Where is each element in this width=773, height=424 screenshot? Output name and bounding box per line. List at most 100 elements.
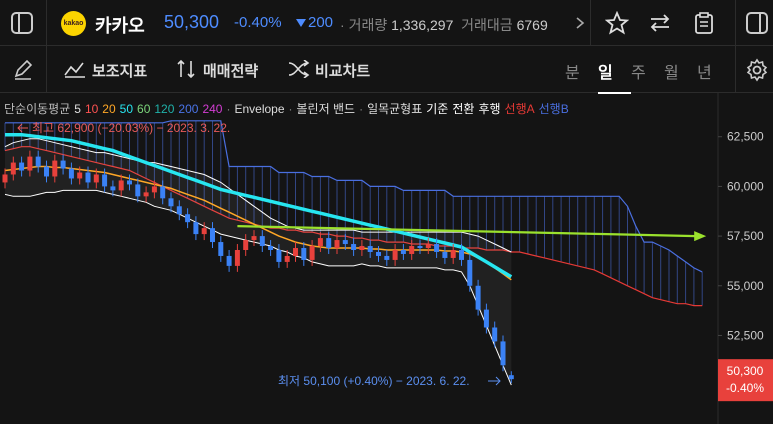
draw-icon[interactable] [12, 58, 34, 80]
compare-icon[interactable] [288, 60, 310, 78]
candle-body [68, 168, 74, 179]
candle-body [276, 250, 282, 262]
volume-label: 거래량 [348, 17, 388, 33]
candle-body [160, 186, 166, 199]
volume: 1,336,297 [391, 17, 454, 33]
candle-body [351, 244, 357, 250]
volume-info: · 거래량 1,336,297 거래대금 6769 [340, 17, 548, 33]
indicator-icon[interactable] [64, 60, 86, 78]
settings-icon[interactable] [745, 58, 769, 82]
tool-button[interactable]: 보조지표 [92, 63, 148, 80]
swap-icon[interactable] [648, 11, 672, 35]
candle-body [284, 255, 290, 262]
bollinger-upper [4, 138, 512, 253]
candle-body [400, 250, 406, 254]
stock-name: 카카오 [95, 16, 145, 36]
candle-body [2, 174, 8, 183]
period-tab[interactable]: 년 [697, 65, 712, 82]
legend-entry: 선행B [538, 102, 569, 116]
sidebar-icon[interactable] [10, 11, 34, 35]
candle-body [193, 222, 199, 235]
legend-entry: 전환 [452, 102, 475, 116]
high-label: 최고 62,900 (−20.03%) − 2023. 3. 22. [32, 121, 230, 135]
bollinger-lower [4, 189, 512, 386]
candle-body [44, 166, 49, 177]
legend-entry: 선행A [504, 102, 535, 116]
period-tab[interactable]: 일 [598, 59, 631, 94]
y-tick-label: 57,500 [727, 229, 764, 243]
candle-body [93, 174, 99, 183]
candle-body [27, 156, 33, 171]
trend-arrow [694, 231, 707, 242]
legend-entry: 50 [119, 102, 134, 116]
price-chart: 최고 62,900 (−20.03%) − 2023. 3. 22. 최저 50,… [2, 93, 773, 424]
candle-body [500, 341, 506, 366]
candle-body [342, 240, 348, 245]
candle-body [334, 240, 340, 249]
candle-body [259, 236, 265, 247]
tool-button[interactable]: 매매전략 [203, 63, 259, 80]
separator: · [226, 102, 231, 116]
more-icon[interactable] [575, 16, 585, 30]
candle-body [102, 174, 108, 187]
candle-body [475, 285, 481, 310]
candle-body [201, 228, 207, 235]
legend-entry: 20 [102, 102, 116, 116]
candle-body [293, 248, 298, 256]
candle-body [176, 206, 182, 215]
last-price-change: -0.40% [726, 381, 764, 395]
candle-body [143, 192, 149, 197]
candle-body [434, 244, 440, 252]
period-tab[interactable]: 주 [631, 65, 646, 82]
candle-body [317, 238, 323, 247]
y-tick-label: 62,500 [727, 130, 764, 144]
logo: kakao [61, 11, 86, 36]
candle-body [52, 160, 58, 177]
price: 50,300 [164, 12, 220, 32]
candle-body [234, 250, 240, 266]
legend-entry: 120 [154, 102, 175, 116]
trend-line [237, 225, 697, 238]
candle-body [135, 184, 141, 197]
candle-body [425, 244, 431, 249]
period-tab[interactable]: 월 [664, 65, 679, 82]
down-arrow [296, 19, 306, 27]
candle-body [127, 180, 132, 185]
candle-body [384, 255, 390, 260]
last-price-box [718, 359, 773, 402]
low-label: 최저 50,100 (+0.40%) − 2023. 6. 22. [278, 374, 470, 388]
legend-entry: 5 [74, 102, 81, 116]
legend-entry: 60 [137, 102, 151, 116]
star-icon[interactable] [605, 11, 629, 35]
candle-body [483, 309, 489, 328]
period-tab[interactable]: 분 [565, 65, 580, 82]
tool-button[interactable]: 비교차트 [315, 63, 371, 80]
plot: 최고 62,900 (−20.03%) − 2023. 3. 22. 최저 50,… [2, 120, 707, 388]
strategy-icon[interactable] [176, 59, 198, 79]
candle-body [450, 250, 456, 258]
change-pct: -0.40% [234, 14, 282, 31]
candle-body [226, 255, 232, 266]
legend-entry: 240 [202, 102, 223, 116]
candle-body [218, 242, 224, 256]
candle-body [367, 246, 373, 252]
memo-icon[interactable] [692, 11, 716, 35]
candle-body [118, 180, 124, 191]
panel-icon[interactable] [745, 11, 769, 35]
candle-body [60, 160, 66, 169]
candle-body [508, 375, 514, 380]
amount: 6769 [516, 17, 548, 33]
candle-body [409, 246, 415, 254]
candle-body [243, 240, 249, 250]
candle-body [459, 250, 464, 260]
candle-body [326, 238, 332, 249]
candle-body [376, 251, 381, 256]
candle-body [251, 236, 257, 241]
candle-body [392, 250, 398, 260]
candle-body [467, 259, 473, 286]
candle-body [417, 246, 423, 249]
legend-entry: 200 [178, 102, 199, 116]
y-tick-label: 60,000 [727, 179, 764, 193]
